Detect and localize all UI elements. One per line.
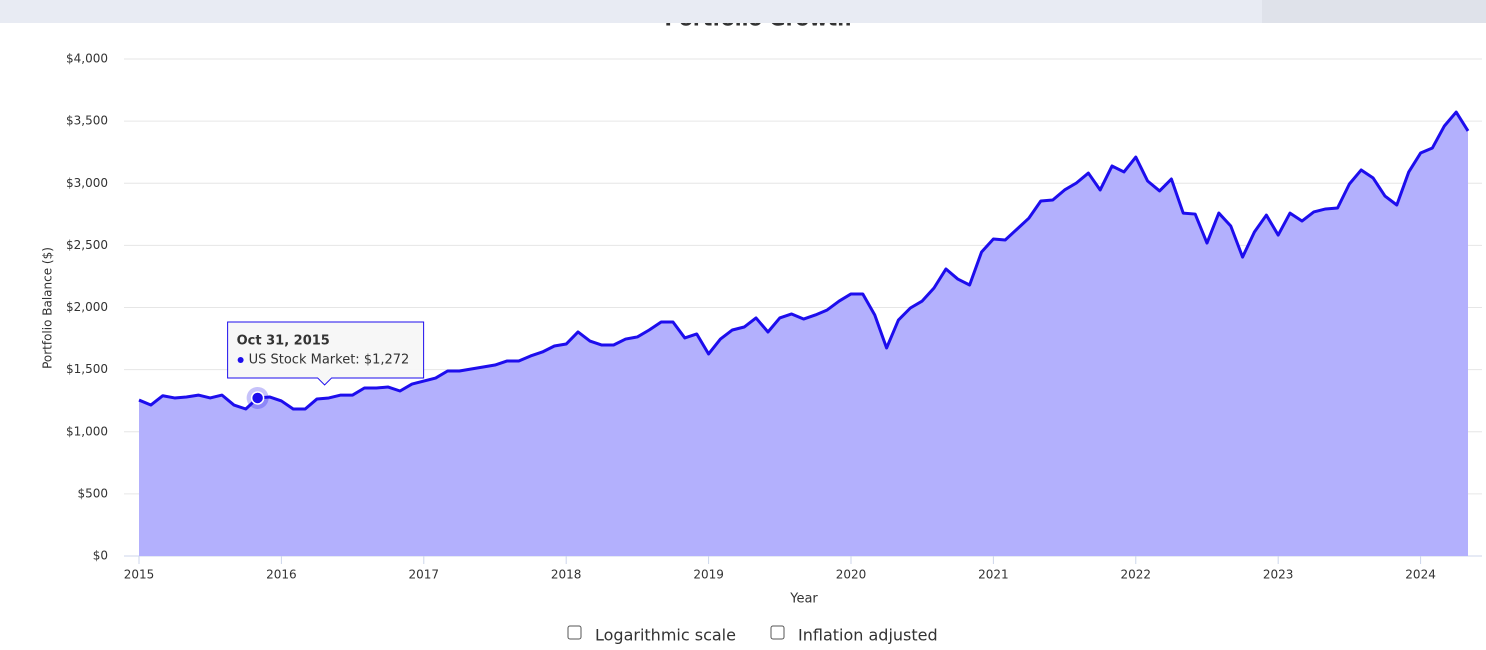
x-tick-label: 2020 (836, 568, 867, 582)
y-tick-label: $2,000 (66, 300, 108, 314)
top-bar (0, 0, 1486, 23)
checkbox-label[interactable]: Inflation adjusted (798, 626, 938, 645)
checkbox[interactable] (567, 625, 582, 640)
x-tick-label: 2021 (978, 568, 1009, 582)
checkbox-label[interactable]: Logarithmic scale (595, 626, 736, 645)
y-tick-label: $1,000 (66, 424, 108, 438)
y-tick-label: $3,500 (66, 114, 108, 128)
checkbox[interactable] (770, 625, 785, 640)
area (139, 112, 1468, 556)
top-tab (1262, 0, 1486, 23)
x-tick-label: 2015 (124, 568, 155, 582)
line (138, 110, 1470, 411)
x-tick-label: 2018 (551, 568, 582, 582)
y-tick-label: $1,500 (66, 362, 108, 376)
y-tick-label: $4,000 (66, 52, 108, 66)
y-tick-label: $0 (93, 549, 108, 563)
tooltip-title: Oct 31, 2015 (237, 333, 330, 348)
y-tick-label: $3,000 (66, 176, 108, 190)
hover-point (250, 391, 265, 405)
y-axis-label: Portfolio Balance ($) (41, 247, 55, 369)
x-tick-label: 2024 (1405, 568, 1436, 582)
y-tick-label: $2,500 (66, 238, 108, 252)
tooltip-dot (237, 356, 244, 363)
x-tick-label: 2017 (409, 568, 440, 582)
x-tick-label: 2016 (266, 568, 297, 582)
x-tick-label: 2022 (1121, 568, 1152, 582)
x-tick-label: 2019 (693, 568, 724, 582)
tooltip-box (227, 321, 425, 386)
y-tick-label: $500 (77, 486, 108, 500)
x-tick-label: 2023 (1263, 568, 1294, 582)
tooltip-label: US Stock Market: $1,272 (249, 352, 410, 367)
x-axis-label: Year (789, 592, 818, 607)
